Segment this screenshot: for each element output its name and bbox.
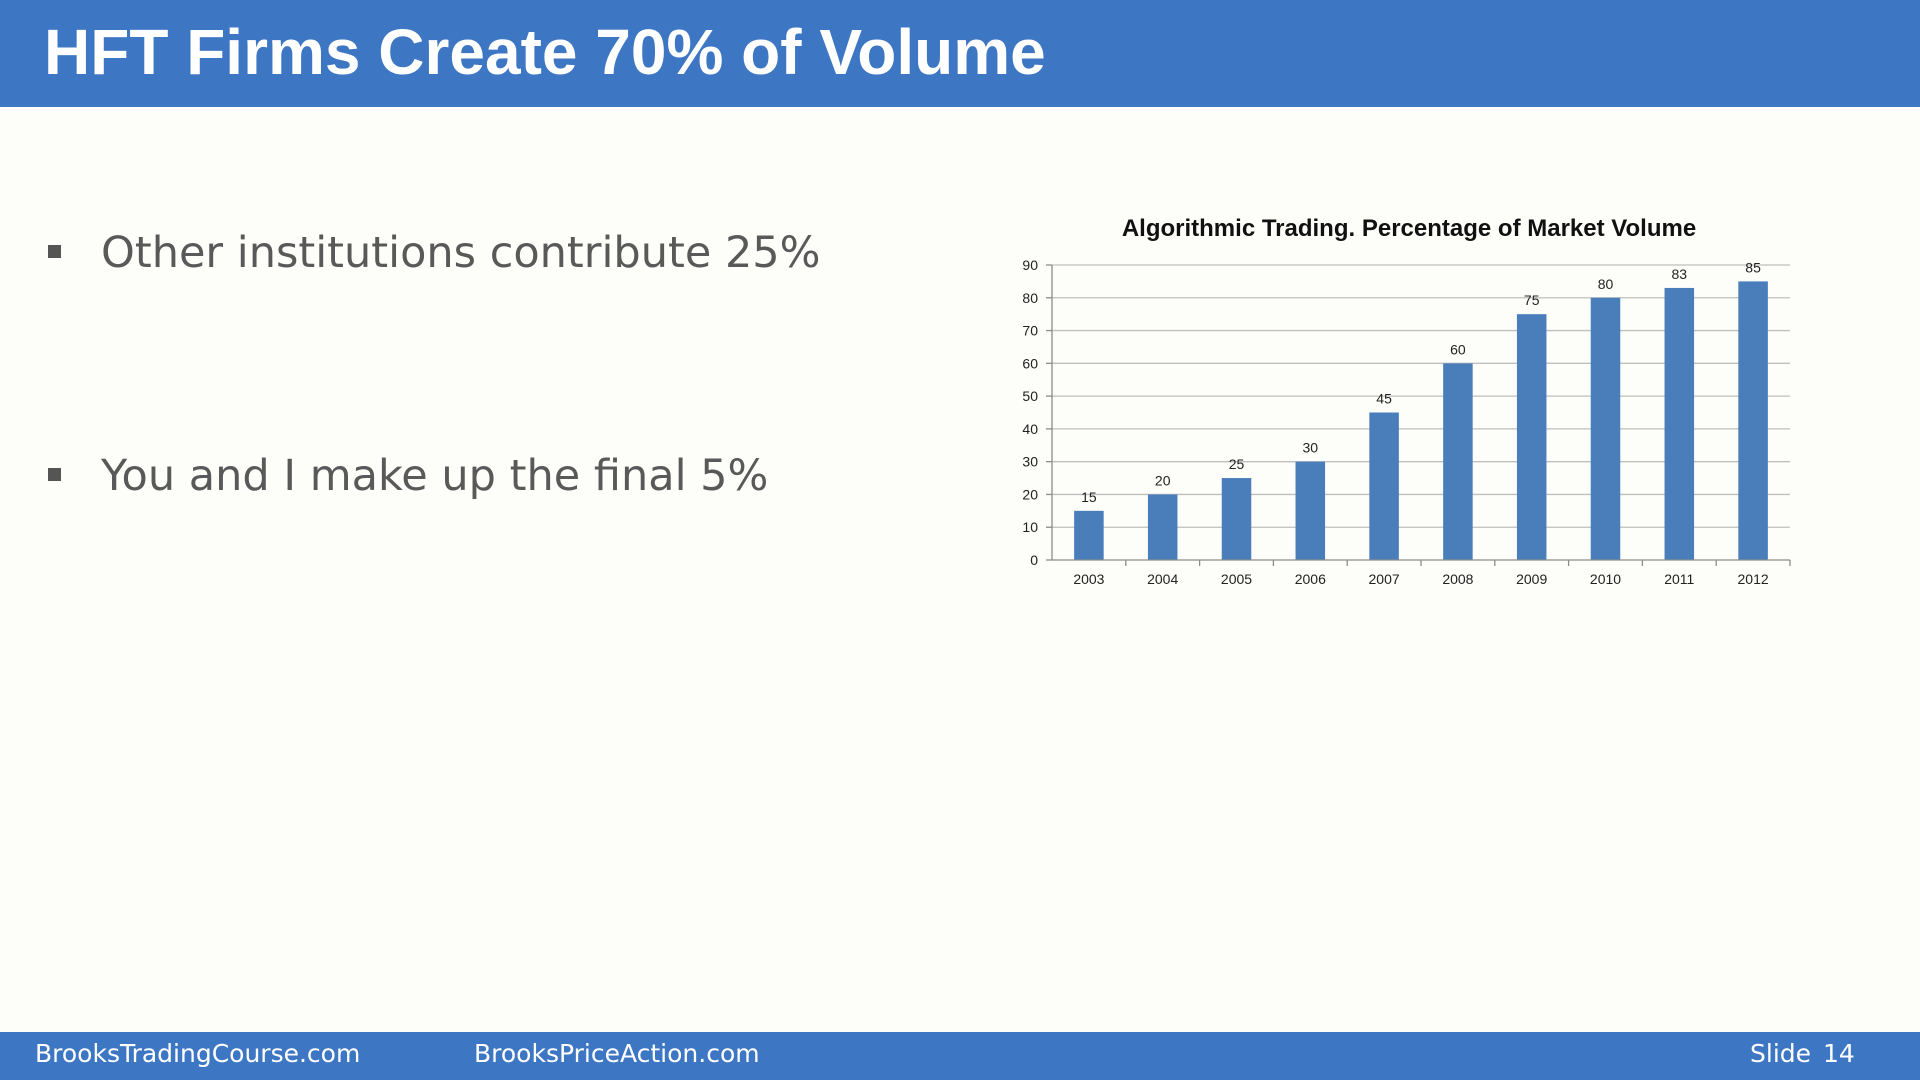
data-label: 25 (1229, 456, 1245, 472)
data-label: 45 (1376, 391, 1392, 407)
x-tick-label: 2003 (1073, 571, 1104, 587)
square-bullet-icon (48, 245, 61, 258)
x-tick-label: 2006 (1295, 571, 1326, 587)
x-tick-label: 2011 (1664, 571, 1694, 587)
y-tick-label: 80 (1022, 290, 1038, 306)
x-tick-label: 2008 (1442, 571, 1473, 587)
x-tick-label: 2004 (1147, 571, 1178, 587)
y-tick-label: 90 (1022, 257, 1038, 273)
bar-2004 (1147, 494, 1178, 560)
data-label: 83 (1672, 266, 1688, 282)
x-tick-label: 2009 (1516, 571, 1547, 587)
slide-number-label: Slide (1750, 1039, 1812, 1068)
bar-2003 (1074, 510, 1104, 560)
data-label: 85 (1745, 259, 1761, 275)
y-tick-label: 50 (1022, 388, 1038, 404)
x-tick-label: 2007 (1369, 571, 1400, 587)
footer-left-site: BrooksTradingCourse.com (35, 1039, 361, 1068)
data-label: 20 (1155, 472, 1171, 488)
x-tick-label: 2005 (1221, 571, 1252, 587)
bar-2007 (1369, 412, 1399, 560)
bar-2011 (1664, 287, 1695, 560)
data-label: 15 (1081, 489, 1097, 505)
slide-header: HFT Firms Create 70% of Volume (0, 0, 1920, 107)
data-label: 60 (1450, 341, 1466, 357)
bullet-text-2: You and I make up the final 5% (101, 451, 769, 501)
y-tick-label: 40 (1022, 421, 1038, 437)
y-tick-label: 20 (1022, 486, 1038, 502)
y-tick-label: 60 (1022, 355, 1038, 371)
bar-2006 (1295, 461, 1326, 560)
footer-center-site: BrooksPriceAction.com (474, 1039, 760, 1068)
slide-number: 14 (1823, 1039, 1855, 1068)
chart-title: Algorithmic Trading. Percentage of Marke… (1122, 215, 1696, 242)
bar-2012 (1738, 281, 1768, 560)
x-tick-label: 2012 (1738, 571, 1769, 587)
y-tick-label: 0 (1030, 552, 1038, 568)
bar-2010 (1590, 297, 1621, 560)
slide-title: HFT Firms Create 70% of Volume (44, 16, 1046, 88)
data-label: 30 (1303, 440, 1319, 456)
bar-2009 (1516, 314, 1547, 560)
data-label: 75 (1524, 292, 1540, 308)
x-tick-label: 2010 (1590, 571, 1621, 587)
data-label: 80 (1598, 276, 1614, 292)
slide-footer: BrooksTradingCourse.com BrooksPriceActio… (0, 1032, 1920, 1080)
y-tick-label: 10 (1022, 519, 1038, 535)
bullet-text-1: Other institutions contribute 25% (101, 228, 821, 278)
square-bullet-icon (48, 468, 61, 481)
y-tick-label: 70 (1022, 323, 1038, 339)
bar-chart-container: Algorithmic Trading. Percentage of Marke… (990, 200, 1820, 600)
y-tick-label: 30 (1022, 454, 1038, 470)
bar-2008 (1443, 363, 1473, 560)
bar-chart: Algorithmic Trading. Percentage of Marke… (1022, 215, 1791, 587)
bar-2005 (1221, 478, 1252, 560)
